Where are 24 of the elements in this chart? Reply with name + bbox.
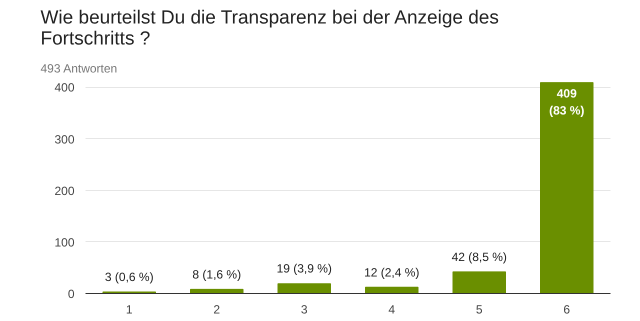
y-tick-label: 300 [54, 132, 75, 146]
data-label: 19 (3,9 %) [276, 262, 332, 276]
x-tick-label: 3 [300, 302, 308, 316]
y-tick-label: 0 [68, 287, 75, 301]
bar [190, 288, 244, 294]
x-tick-label: 4 [388, 302, 396, 316]
x-tick-label: 1 [126, 302, 133, 316]
chart-title: Wie beurteilst Du die Transparenz bei der Anzeige des Fortschritts ? [40, 8, 499, 50]
bar [452, 271, 506, 294]
data-label: 8 (1,6 %) [192, 267, 242, 282]
x-tick-label: 2 [213, 302, 220, 316]
chart-subtitle: 493 Antworten [40, 62, 118, 76]
bar [365, 286, 418, 294]
data-label: 3 (0,6 %) [104, 270, 154, 284]
x-tick-label: 5 [476, 302, 483, 316]
y-tick-label: 100 [54, 235, 75, 250]
y-tick-label: 400 [54, 80, 75, 95]
bar [278, 283, 331, 294]
y-tick-label: 200 [54, 184, 75, 198]
bar [540, 82, 594, 294]
data-label: 42 (8,5 %) [452, 250, 507, 264]
x-tick-label: 6 [563, 302, 570, 316]
data-label: 12 (2,4 %) [364, 265, 420, 280]
data-label: 409 (83 %) [549, 86, 584, 118]
